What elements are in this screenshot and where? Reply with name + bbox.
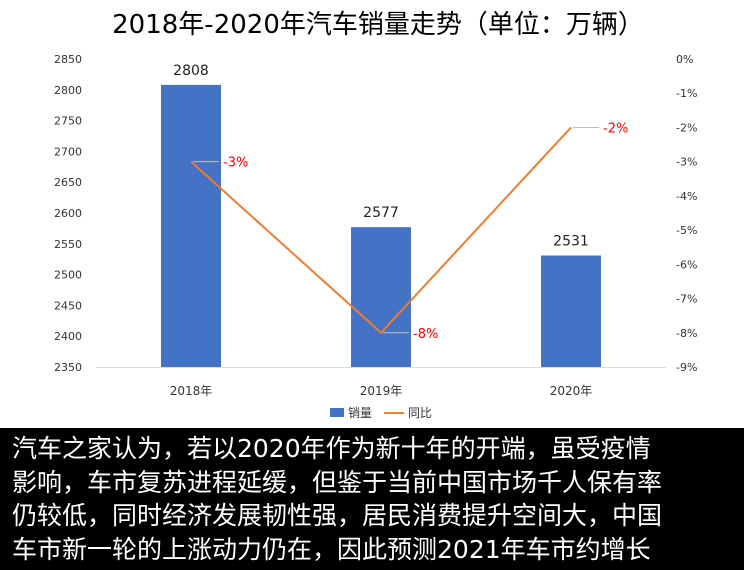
yoy-line	[190, 126, 572, 335]
left-axis-tick-label: 2350	[54, 361, 82, 374]
legend-swatch-sales	[330, 408, 344, 417]
yoy-value-label: -8%	[413, 327, 438, 342]
bar-value-label: 2531	[553, 234, 589, 250]
caption-line-2: 影响，车市复苏进程延缓，但鉴于当前中国市场千人保有率	[12, 467, 663, 497]
caption-line-1: 汽车之家认为，若以2020年作为新十年的开端，虽受疫情	[12, 434, 651, 463]
category-label: 2018年	[170, 384, 213, 398]
right-axis-tick-label: -9%	[676, 361, 697, 374]
right-axis-tick-label: -3%	[676, 156, 697, 169]
left-axis-tick-label: 2650	[54, 176, 82, 189]
bar-value-label: 2577	[363, 205, 399, 221]
yoy-value-label: -3%	[223, 156, 248, 171]
category-label: 2020年	[550, 384, 593, 398]
category-label: 2019年	[360, 384, 403, 398]
sales-bar	[541, 255, 601, 367]
right-axis-tick-label: -6%	[676, 258, 697, 271]
caption-line-4: 车市新一轮的上涨动力仍在，因此预测2021年车市约增长	[12, 534, 651, 564]
right-axis-tick-label: 0%	[676, 53, 693, 66]
yoy-value-label: -2%	[603, 121, 628, 136]
right-axis-tick-label: -2%	[676, 121, 697, 134]
left-axis-tick-label: 2600	[54, 207, 82, 220]
left-axis-tick-label: 2800	[54, 84, 82, 97]
sales-bar	[351, 227, 411, 367]
left-axis-tick-label: 2500	[54, 269, 82, 282]
right-axis-tick-label: -8%	[676, 327, 697, 340]
bar-value-label: 2808	[173, 63, 209, 79]
left-axis-tick-label: 2700	[54, 145, 82, 158]
plot-layer: 2350 2400 2450 2500 2550 2600 2650 2700 2750 2800…	[54, 53, 697, 420]
right-axis-tick-label: -5%	[676, 224, 697, 237]
right-axis-tick-label: -7%	[676, 293, 697, 306]
caption-panel: 汽车之家认为，若以2020年作为新十年的开端，虽受疫情 影响，车市复苏进程延缓，…	[0, 428, 744, 570]
right-axis-tick-label: -1%	[676, 87, 697, 100]
left-axis-tick-label: 2400	[54, 330, 82, 343]
chart-title: 2018年-2020年汽车销量走势（单位：万辆）	[112, 10, 644, 40]
legend-label-sales: 销量	[348, 406, 372, 420]
caption-line-3: 仍较低，同时经济发展韧性强，居民消费提升空间大，中国	[12, 501, 663, 530]
sales-bar	[161, 84, 221, 367]
legend-label-yoy: 同比	[408, 406, 432, 420]
left-axis-tick-label: 2750	[54, 115, 82, 128]
left-axis-tick-label: 2550	[54, 238, 82, 251]
sales-chart: 2018年-2020年汽车销量走势（单位：万辆） 2350 2400 2450 250…	[54, 10, 697, 420]
left-axis-tick-label: 2450	[54, 299, 82, 312]
right-axis-tick-label: -4%	[676, 190, 697, 203]
left-axis-tick-label: 2850	[54, 53, 82, 66]
chart-panel: 2018年-2020年汽车销量走势（单位：万辆） 2350 2400 2450 250…	[54, 10, 698, 420]
